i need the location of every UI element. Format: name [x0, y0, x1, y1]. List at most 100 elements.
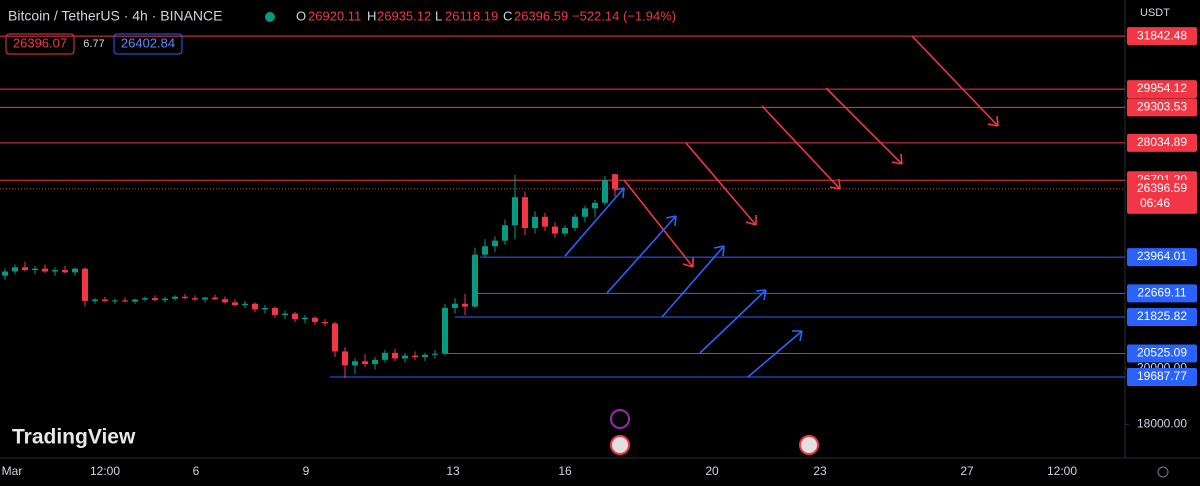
- candle-body: [352, 361, 358, 366]
- candle-body: [422, 354, 428, 358]
- flag-icon[interactable]: [799, 435, 819, 455]
- status-dot: [265, 12, 275, 22]
- countdown: 06:46: [1140, 196, 1170, 210]
- price-tag: [1127, 308, 1197, 327]
- candle-body: [332, 323, 338, 352]
- candle-body: [282, 313, 288, 315]
- price-tag: [1127, 248, 1197, 267]
- candle-body: [522, 197, 528, 229]
- candle-body: [82, 268, 88, 301]
- x-tick-label: 12:00: [90, 464, 120, 478]
- candle-body: [142, 298, 148, 300]
- bid: 26396.07: [13, 35, 67, 50]
- settings-icon[interactable]: [1157, 466, 1169, 478]
- change: −522.14 (−1.94%): [572, 8, 676, 23]
- candle-body: [272, 307, 278, 315]
- price-label: 21825.82: [1137, 309, 1187, 323]
- candle-body: [92, 299, 98, 301]
- candle-body: [492, 240, 498, 247]
- close-key: C: [503, 8, 512, 23]
- last-price-tag: [1127, 179, 1197, 214]
- ask: 26402.84: [121, 35, 175, 50]
- open: 26920.11: [308, 8, 361, 23]
- candle-body: [132, 299, 138, 302]
- candle-body: [192, 298, 198, 300]
- candle-body: [162, 298, 168, 301]
- candle-body: [32, 268, 38, 271]
- candle-body: [2, 271, 8, 276]
- close: 26396.59: [514, 8, 568, 23]
- candle-body: [372, 359, 378, 365]
- price-label: 29303.53: [1137, 99, 1187, 113]
- candle-body: [42, 268, 48, 272]
- price-tag: [1127, 98, 1197, 117]
- ask-box[interactable]: [113, 33, 183, 55]
- price-label: 23964.01: [1137, 249, 1187, 263]
- candle-body: [472, 254, 478, 307]
- candle-body: [342, 351, 348, 366]
- candle-body: [112, 300, 118, 302]
- flag-icon[interactable]: [610, 435, 630, 455]
- levels: [0, 35, 1125, 378]
- candle-body: [512, 197, 518, 226]
- price-label: 19687.77: [1137, 369, 1187, 383]
- price-label: 29954.12: [1137, 81, 1187, 95]
- high-key: H: [367, 8, 376, 23]
- candle-body: [382, 352, 388, 360]
- header: Bitcoin / TetherUS · 4h · BINANCE O 2692…: [5, 7, 1170, 478]
- y-tick-label: 18000.00: [1137, 417, 1187, 431]
- candle-body: [212, 297, 218, 300]
- candle-body: [52, 270, 58, 272]
- candle-body: [172, 296, 178, 299]
- price-tag: [1127, 133, 1197, 152]
- x-tick-label: 27: [960, 464, 974, 478]
- price-tag: [1127, 284, 1197, 303]
- x-tick-label: 16: [558, 464, 572, 478]
- symbol: Bitcoin / TetherUS · 4h · BINANCE: [8, 8, 222, 24]
- price-tag: [1127, 344, 1197, 363]
- candle-body: [72, 268, 78, 273]
- candle-body: [22, 267, 28, 271]
- candle-body: [242, 303, 248, 306]
- x-tick-label: 12:00: [1047, 464, 1077, 478]
- x-tick-label: 23: [813, 464, 827, 478]
- candle-body: [182, 296, 188, 299]
- event-icon[interactable]: [610, 409, 630, 429]
- spread: 6.77: [83, 38, 104, 50]
- low-key: L: [435, 8, 442, 23]
- high: 26935.12: [377, 8, 431, 23]
- candle-body: [222, 299, 228, 303]
- candle-body: [322, 321, 328, 324]
- brand: TradingView: [12, 426, 136, 449]
- candle-body: [502, 225, 508, 241]
- price-label: 31842.48: [1137, 28, 1187, 42]
- x-tick-label: 9: [303, 464, 310, 478]
- bid-box[interactable]: [5, 33, 75, 55]
- candle-body: [362, 361, 368, 365]
- candle-body: [432, 353, 438, 355]
- candle-body: [582, 208, 588, 217]
- x-tick-label: 13: [446, 464, 460, 478]
- candle-body: [592, 202, 598, 209]
- x-tick-label: 6: [193, 464, 200, 478]
- x-tick-label: Mar: [2, 464, 23, 478]
- candle-body: [612, 174, 618, 189]
- x-tick-label: 20: [705, 464, 719, 478]
- candle-body: [462, 303, 468, 307]
- candle-body: [292, 313, 298, 320]
- price-label: 20525.09: [1137, 346, 1187, 360]
- candle-body: [542, 216, 548, 227]
- last-price-label: 26396.59: [1137, 181, 1187, 195]
- price-label: 28034.89: [1137, 135, 1187, 149]
- candle-body: [262, 307, 268, 310]
- candle-body: [392, 352, 398, 359]
- currency[interactable]: USDT: [1140, 7, 1170, 19]
- candle-body: [252, 303, 258, 310]
- candle-body: [572, 216, 578, 229]
- candle-body: [412, 355, 418, 358]
- low: 26118.19: [445, 8, 498, 23]
- candle-body: [562, 228, 568, 234]
